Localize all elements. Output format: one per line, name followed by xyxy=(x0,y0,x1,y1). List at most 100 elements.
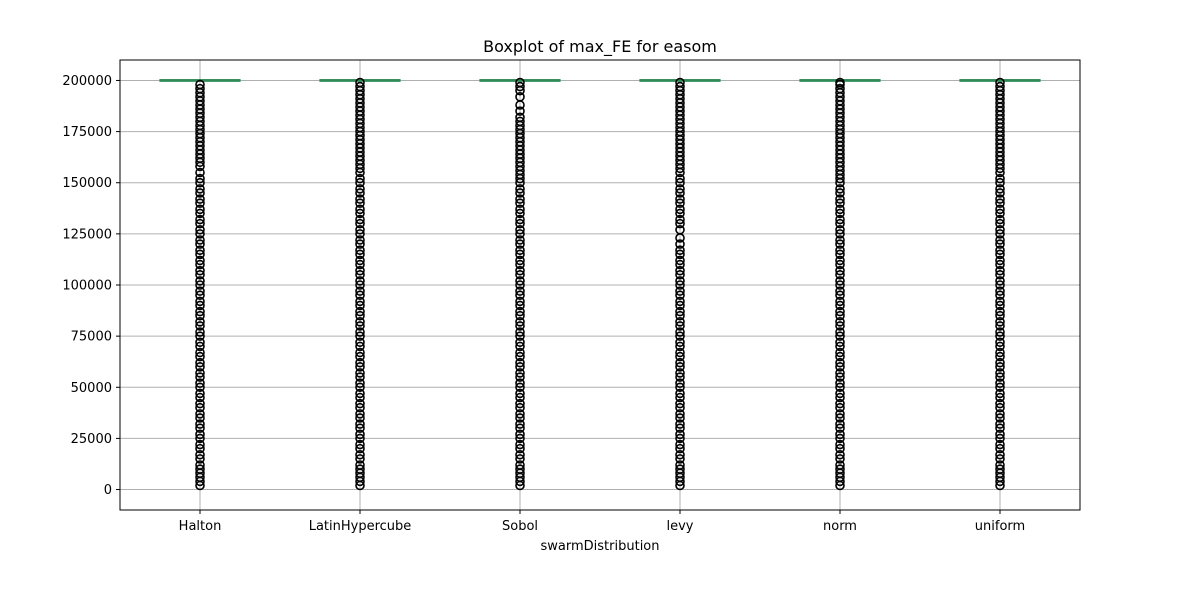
outlier-point xyxy=(675,402,685,413)
outlier-point xyxy=(995,341,1005,352)
outlier-point xyxy=(515,480,525,491)
outlier-point xyxy=(995,204,1005,215)
outlier-point xyxy=(675,476,685,487)
outlier-point xyxy=(995,409,1005,419)
outlier-point xyxy=(355,163,365,174)
outlier-point xyxy=(515,362,525,372)
outlier-point xyxy=(995,382,1005,393)
outlier-point xyxy=(195,347,205,358)
outlier-point xyxy=(995,423,1005,433)
outlier-point xyxy=(835,214,845,225)
outlier-point xyxy=(515,409,525,419)
outlier-point xyxy=(995,443,1005,454)
outlier-point xyxy=(995,337,1005,348)
outlier-point xyxy=(355,198,365,208)
outlier-point xyxy=(835,208,845,219)
outlier-point xyxy=(195,321,205,331)
outlier-point xyxy=(195,454,205,464)
outlier-point xyxy=(355,327,365,337)
outlier-point xyxy=(195,161,205,172)
x-tick-label: norm xyxy=(823,519,857,534)
outlier-point xyxy=(355,276,365,286)
outlier-point xyxy=(195,296,205,307)
outlier-point xyxy=(675,449,685,460)
outlier-point xyxy=(995,198,1005,208)
outlier-point xyxy=(355,306,365,317)
outliers xyxy=(195,77,1005,491)
outlier-point xyxy=(995,413,1005,423)
outlier-point xyxy=(515,321,525,331)
outlier-point xyxy=(195,449,205,460)
outlier-point xyxy=(195,198,205,208)
outlier-point xyxy=(355,357,365,368)
outlier-point xyxy=(355,331,365,341)
outlier-point xyxy=(675,398,685,409)
outlier-point xyxy=(675,300,685,311)
outlier-point xyxy=(675,480,685,491)
outlier-point xyxy=(995,439,1005,450)
outlier-point xyxy=(195,306,205,317)
outlier-point xyxy=(195,188,205,198)
outlier-point xyxy=(515,351,525,362)
outlier-point xyxy=(195,269,205,280)
outlier-point xyxy=(515,449,525,460)
outlier-point xyxy=(515,229,525,239)
outlier-point xyxy=(675,290,685,301)
outlier-point xyxy=(515,259,525,270)
outlier-point xyxy=(355,476,365,487)
outlier-point xyxy=(995,372,1005,382)
outlier-point xyxy=(195,382,205,393)
outlier-point xyxy=(995,402,1005,413)
outlier-point xyxy=(675,269,685,280)
outlier-point xyxy=(675,454,685,464)
outlier-point xyxy=(995,454,1005,464)
outlier-point xyxy=(355,351,365,362)
outlier-point xyxy=(515,194,525,204)
outlier-point xyxy=(995,229,1005,239)
outlier-point xyxy=(995,306,1005,317)
outlier-point xyxy=(195,276,205,286)
outlier-point xyxy=(835,317,845,327)
outlier-point xyxy=(835,378,845,388)
outlier-point xyxy=(675,286,685,296)
outlier-point xyxy=(995,269,1005,280)
outlier-point xyxy=(355,337,365,348)
outlier-point xyxy=(675,306,685,317)
outlier-point xyxy=(675,341,685,352)
outlier-point xyxy=(995,368,1005,378)
outlier-point xyxy=(195,372,205,382)
outlier-point xyxy=(675,317,685,327)
outlier-point xyxy=(195,224,205,235)
outlier-point xyxy=(835,310,845,321)
x-tick-label: uniform xyxy=(975,519,1025,534)
outlier-point xyxy=(835,265,845,276)
outlier-point xyxy=(675,429,685,440)
outlier-point xyxy=(995,208,1005,219)
outlier-point xyxy=(515,235,525,245)
outlier-point xyxy=(515,198,525,208)
outlier-point xyxy=(515,429,525,440)
outlier-point xyxy=(835,259,845,270)
outlier-point xyxy=(675,177,685,188)
outlier-point xyxy=(355,419,365,429)
outlier-point xyxy=(675,208,685,219)
outlier-point xyxy=(195,409,205,419)
outlier-point xyxy=(355,409,365,419)
outlier-point xyxy=(195,245,205,256)
boxes xyxy=(159,79,1041,82)
outlier-point xyxy=(515,317,525,327)
outlier-point xyxy=(515,177,525,188)
outlier-point xyxy=(675,327,685,337)
outlier-point xyxy=(515,214,525,225)
outlier-point xyxy=(835,382,845,393)
outlier-point xyxy=(675,439,685,450)
outlier-point xyxy=(675,173,685,184)
outlier-point xyxy=(675,259,685,270)
outlier-point xyxy=(355,280,365,290)
outlier-point xyxy=(835,229,845,239)
outlier-point xyxy=(835,480,845,491)
outlier-point xyxy=(515,173,525,184)
outlier-point xyxy=(355,347,365,358)
outlier-point xyxy=(835,255,845,266)
outlier-point xyxy=(835,204,845,215)
